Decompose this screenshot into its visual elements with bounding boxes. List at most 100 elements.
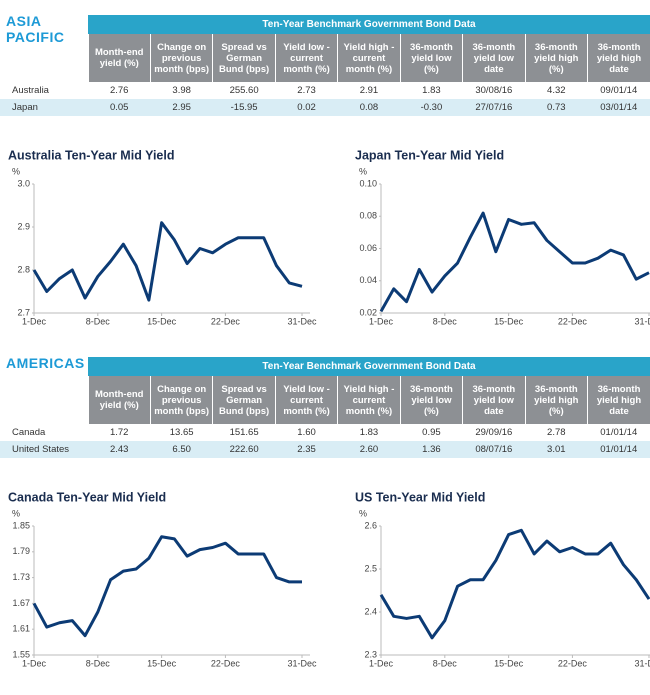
cell: 2.43: [88, 441, 151, 458]
x-tick-label: 22-Dec: [211, 316, 241, 326]
cell: 13.65: [169, 427, 194, 438]
table-title: Ten-Year Benchmark Government Bond Data: [88, 15, 650, 34]
y-tick-label: 0.02: [359, 307, 377, 317]
x-tick-label: 8-Dec: [433, 658, 458, 668]
x-tick-label: 22-Dec: [558, 658, 588, 668]
cell: 255.60: [229, 85, 259, 96]
cell: 151.65: [229, 427, 259, 438]
region-label: AMERICAS: [6, 355, 85, 371]
x-tick-label: 1-Dec: [22, 658, 47, 668]
y-axis-label: %: [359, 508, 367, 518]
column-header: 36-month yield low date: [462, 376, 526, 424]
spacer: [0, 357, 88, 376]
column-header: 36-month yield high date: [587, 376, 650, 424]
column-header: Change on previous month (bps): [149, 34, 213, 82]
y-tick-label: 2.6: [364, 520, 377, 530]
column-header: Spread vs German Bund (bps): [212, 376, 276, 424]
x-tick-label: 1-Dec: [369, 658, 394, 668]
banner-row: Ten-Year Benchmark Government Bond Data: [0, 357, 650, 376]
x-tick-label: 31-Dec: [634, 316, 650, 326]
y-tick-label: 1.73: [12, 572, 30, 582]
column-header: Month-end yield (%): [87, 34, 151, 82]
header-row: Month-end yield (%) Change on previous mo…: [0, 376, 650, 424]
x-tick-label: 31-Dec: [634, 658, 650, 668]
yield-line: [379, 528, 650, 640]
y-tick-label: 2.7: [17, 307, 30, 317]
column-header: 36-month yield high date: [587, 34, 650, 82]
cell: 30/08/16: [475, 85, 513, 96]
bond-table: Ten-Year Benchmark Government Bond Data M…: [0, 15, 650, 116]
y-tick-label: 2.9: [17, 221, 30, 231]
cell: 03/01/14: [587, 99, 650, 116]
y-tick-label: 1.85: [12, 520, 30, 530]
x-tick-label: 31-Dec: [287, 316, 317, 326]
y-tick-label: 2.3: [364, 649, 377, 659]
y-tick-label: 3.0: [17, 178, 30, 188]
cell: 1.83: [359, 427, 379, 438]
x-tick-label: 31-Dec: [287, 658, 317, 668]
column-header: Yield high - current month (%): [337, 376, 401, 424]
column-header: Yield low - current month (%): [274, 376, 338, 424]
y-tick-label: 0.06: [359, 243, 377, 253]
x-tick-label: 8-Dec: [86, 658, 111, 668]
cell: 01/01/14: [600, 427, 638, 438]
column-header: 36-month yield low (%): [399, 34, 463, 82]
cell: 1.36: [400, 441, 463, 458]
y-axis-label: %: [12, 166, 20, 176]
chart-title: Canada Ten-Year Mid Yield: [8, 490, 166, 504]
table-row: United States 2.43 6.50 222.60 2.35 2.60 1.36 0…: [0, 441, 650, 458]
table-title: Ten-Year Benchmark Government Bond Data: [88, 357, 650, 376]
cell: 2.78: [547, 427, 566, 438]
x-tick-label: 22-Dec: [558, 316, 588, 326]
column-header: Yield low - current month (%): [274, 34, 338, 82]
x-tick-label: 8-Dec: [433, 316, 458, 326]
cell: 6.50: [150, 441, 213, 458]
y-tick-label: 1.55: [12, 649, 30, 659]
cell: 2.95: [150, 99, 213, 116]
y-tick-label: 2.8: [17, 264, 30, 274]
column-header: Spread vs German Bund (bps): [212, 34, 276, 82]
header-row: Month-end yield (%) Change on previous mo…: [0, 34, 650, 82]
bond-table: Ten-Year Benchmark Government Bond Data M…: [0, 357, 650, 458]
cell: 2.35: [275, 441, 338, 458]
y-tick-label: 0.04: [359, 275, 377, 285]
x-tick-label: 1-Dec: [369, 316, 394, 326]
cell: 0.02: [275, 99, 338, 116]
column-header: Month-end yield (%): [87, 376, 151, 424]
column-header: 36-month yield high (%): [524, 376, 588, 424]
y-tick-label: 0.08: [359, 211, 377, 221]
row-name: Japan: [0, 99, 88, 116]
column-header: Change on previous month (bps): [149, 376, 213, 424]
chart-title: Australia Ten-Year Mid Yield: [8, 148, 175, 162]
x-tick-label: 15-Dec: [494, 658, 524, 668]
yield-line: [32, 535, 302, 638]
cell: 08/07/16: [462, 441, 526, 458]
y-axis-label: %: [359, 166, 367, 176]
cell: 0.08: [337, 99, 401, 116]
cell: 27/07/16: [462, 99, 526, 116]
column-header: 36-month yield low (%): [399, 376, 463, 424]
x-tick-label: 15-Dec: [147, 658, 177, 668]
x-tick-label: 15-Dec: [494, 316, 524, 326]
row-name: Australia: [12, 85, 49, 96]
cell: 2.73: [297, 85, 316, 96]
cell: 2.91: [359, 85, 379, 96]
x-tick-label: 8-Dec: [86, 316, 111, 326]
cell: 4.32: [547, 85, 566, 96]
spacer: [0, 376, 88, 424]
y-tick-label: 0.10: [359, 178, 377, 188]
cell: 3.01: [525, 441, 588, 458]
y-tick-label: 1.79: [12, 546, 30, 556]
banner-row: Ten-Year Benchmark Government Bond Data: [0, 15, 650, 34]
cell: 09/01/14: [600, 85, 638, 96]
x-tick-label: 1-Dec: [22, 316, 47, 326]
row-name: Canada: [12, 427, 46, 438]
column-header: Yield high - current month (%): [337, 34, 401, 82]
cell: 2.60: [337, 441, 401, 458]
table-row: Australia 2.76 3.98 255.60 2.73 2.91 1.83 30/08…: [0, 82, 650, 99]
cell: 2.76: [109, 85, 129, 96]
table-row: Japan 0.05 2.95 -15.95 0.02 0.08 -0.30 27/07/16…: [0, 99, 650, 116]
chart-title: US Ten-Year Mid Yield: [355, 490, 485, 504]
